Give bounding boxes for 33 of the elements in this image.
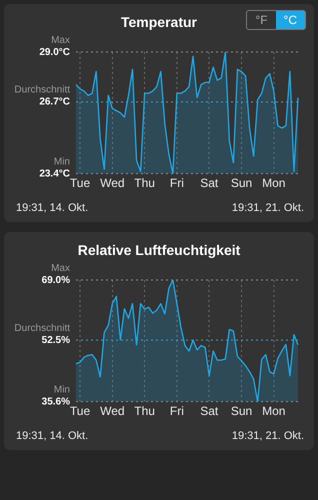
x-tick-label: Thu <box>134 176 155 190</box>
x-tick-label: Wed <box>100 176 125 190</box>
x-tick-label: Mon <box>262 404 286 418</box>
text: 19:31, 21. Okt. <box>232 430 304 442</box>
y-tick-label: 35.6% <box>42 396 70 408</box>
text: 19:31, 21. Okt. <box>232 202 304 214</box>
ref-line-label: Min <box>54 156 70 168</box>
chart-title: Relative Luftfeuchtigkeit <box>76 241 242 260</box>
y-tick-label: 52.5% <box>42 334 70 346</box>
ref-line-label: Max <box>51 34 70 46</box>
ref-line-label: Max <box>51 262 70 274</box>
chart-title: Temperatur <box>121 14 197 30</box>
x-tick-label: Thu <box>134 404 155 418</box>
y-tick-label: 29.0°C <box>39 46 70 58</box>
x-tick-label: Sun <box>230 404 252 418</box>
ref-line-label: Durchschnitt <box>14 322 70 334</box>
x-tick-label: Fri <box>170 404 184 418</box>
x-tick-label: Sun <box>230 176 252 190</box>
x-tick-label: Wed <box>100 404 125 418</box>
y-tick-label: 69.0% <box>42 274 70 286</box>
x-tick-label: Fri <box>170 176 184 190</box>
x-tick-label: Tue <box>70 176 90 190</box>
y-tick-label: 26.7°C <box>39 96 70 108</box>
ref-line-label: Min <box>54 384 70 396</box>
text: 19:31, 14. Okt. <box>16 202 88 214</box>
x-tick-label: Sat <box>200 176 219 190</box>
ref-line-label: Durchschnitt <box>14 84 70 96</box>
x-tick-label: Sat <box>200 404 219 418</box>
y-tick-label: 23.4°C <box>39 168 70 180</box>
x-tick-label: Tue <box>70 404 90 418</box>
unit-toggle: °F °C <box>246 10 306 30</box>
text: 19:31, 14. Okt. <box>16 430 88 442</box>
x-tick-label: Mon <box>262 176 286 190</box>
